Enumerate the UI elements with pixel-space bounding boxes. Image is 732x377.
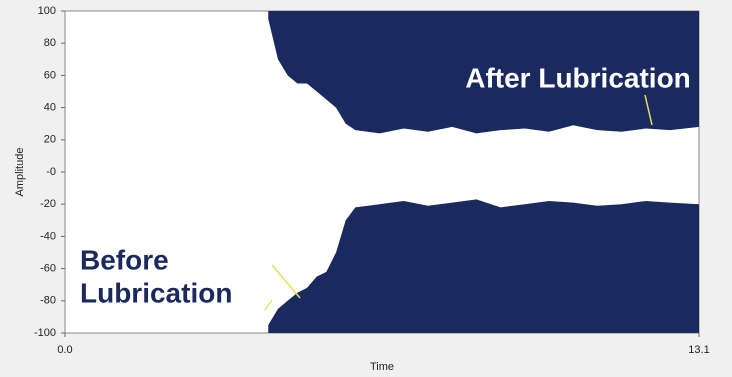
annotation: Lubrication [80, 277, 232, 308]
y-tick-label: 40 [44, 102, 56, 114]
y-tick-label: -100 [34, 327, 56, 339]
y-tick-label: -40 [40, 230, 56, 242]
arrow [271, 264, 301, 299]
arrow [264, 299, 273, 311]
y-tick-label: 60 [44, 69, 56, 81]
y-tick-label: -20 [40, 198, 56, 210]
x-tick-label: 0.0 [57, 344, 72, 356]
marks [268, 11, 699, 333]
annotation: Before [80, 244, 169, 275]
signal-area [268, 11, 699, 134]
x-tick-label: 13.1 [688, 344, 709, 356]
y-tick-label: 20 [44, 134, 56, 146]
x-axis-label: Time [370, 361, 394, 373]
annotation: After Lubrication [465, 62, 691, 93]
y-tick-label: 80 [44, 37, 56, 49]
y-tick-label: 100 [38, 5, 56, 17]
signal-area [268, 199, 699, 333]
arrow [644, 94, 653, 126]
y-tick-label: -60 [40, 263, 56, 275]
y-tick-label: -80 [40, 295, 56, 307]
y-tick-label: -0 [46, 166, 56, 178]
y-axis-label: Amplitude [14, 148, 26, 197]
